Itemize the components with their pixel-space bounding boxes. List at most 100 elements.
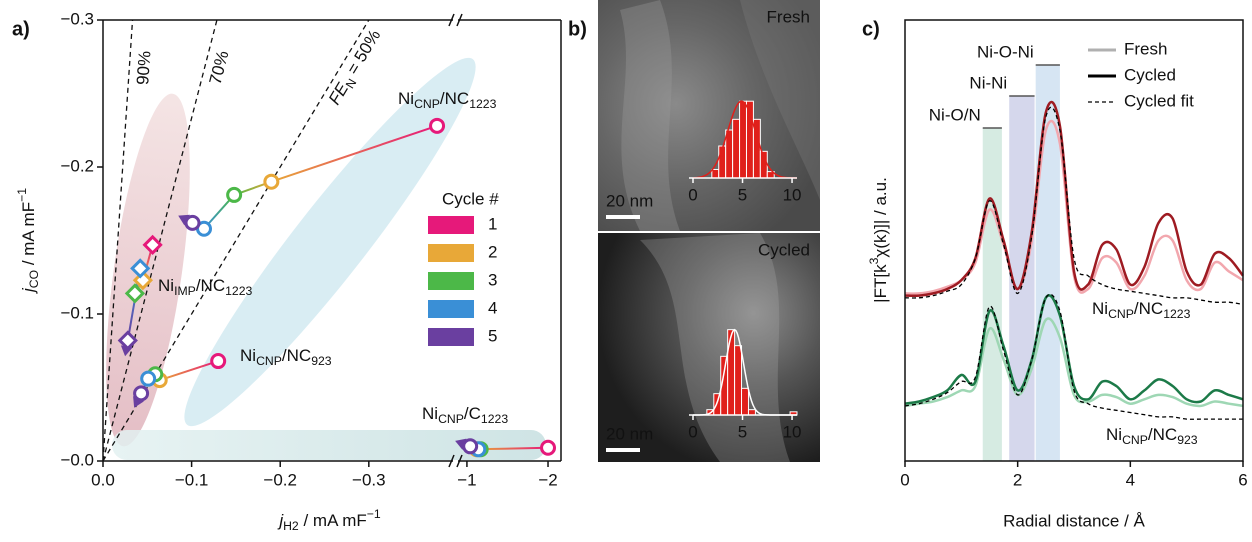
exafs-line — [905, 295, 1243, 403]
label-part: CNP — [1122, 433, 1148, 447]
label-part: |FT[k — [871, 264, 890, 303]
label-part: 70% — [206, 49, 233, 87]
label-part: Ni — [1092, 299, 1108, 318]
y-axis-title: |FT[k3χ(k)]| / a.u. — [867, 177, 890, 303]
x-tick-label: −0.3 — [352, 470, 386, 489]
label-part: CO — [27, 270, 41, 288]
page: {"chart_data": [ {"type": "scatter", "pa… — [0, 0, 1252, 542]
label-part: 923 — [311, 354, 332, 368]
y-tick-label: −0.1 — [60, 303, 94, 322]
sample-label: NiCNP/NC1223 — [1092, 299, 1191, 321]
legend-label: Cycled fit — [1124, 91, 1194, 110]
x-axis-title: jH2 / mA mF−1 — [277, 507, 381, 533]
label-part: 1223 — [225, 284, 252, 298]
hist-tick-label: 5 — [738, 422, 747, 441]
x-tick-label: 6 — [1238, 470, 1247, 489]
marker — [186, 216, 199, 229]
label-part: 1223 — [1163, 307, 1190, 321]
label-part: CNP — [438, 412, 464, 426]
label-part: −1 — [15, 188, 29, 202]
legend-swatch — [428, 300, 474, 318]
x-tick-label: 0.0 — [91, 470, 115, 489]
sample-label: NiCNP/NC1223 — [398, 89, 497, 111]
legend-label: Cycled — [1124, 65, 1176, 84]
label-part: /C — [464, 404, 481, 423]
hist-tick-label: 10 — [783, 422, 802, 441]
label-part: CNP — [1108, 307, 1134, 321]
scale-bar-label: 20 nm — [606, 424, 653, 443]
x-axis-title: Radial distance / Å — [1003, 511, 1145, 530]
hist-bar — [728, 330, 735, 415]
label-part: Ni — [398, 89, 414, 108]
hist-bar — [748, 410, 755, 415]
hist-bar — [712, 169, 719, 178]
x-tick-label: 4 — [1126, 470, 1135, 489]
sample-label: NiCNP/C1223 — [422, 404, 508, 426]
legend-title: Cycle # — [442, 189, 499, 208]
hist-tick-label: 10 — [783, 185, 802, 204]
hist-tick-label: 5 — [738, 185, 747, 204]
fe-label: FEN = 50% — [325, 27, 387, 110]
panel-label: b) — [568, 18, 587, 40]
x-tick-label: 2 — [1013, 470, 1022, 489]
panel-label: c) — [862, 18, 880, 40]
image-label: Cycled — [758, 240, 810, 259]
x-tick-label: −1 — [457, 470, 476, 489]
hist-bar — [735, 346, 742, 415]
sample-label: NiIMP/NC1223 — [158, 276, 253, 298]
label-part: /NC — [1148, 425, 1177, 444]
x-tick-label: 0 — [900, 470, 909, 489]
label-part: IMP — [174, 284, 196, 298]
region-label: Ni-O/N — [929, 105, 981, 124]
y-axis-title: jCO / mA mF−1 — [15, 188, 41, 294]
marker — [212, 355, 225, 368]
label-part: /NC — [196, 276, 225, 295]
label-part: Ni — [1106, 425, 1122, 444]
label-part: /NC — [282, 346, 311, 365]
label-part: 1223 — [469, 97, 496, 111]
marker — [464, 440, 477, 453]
marker — [135, 387, 148, 400]
x-tick-label: −0.2 — [263, 470, 297, 489]
legend-swatch — [428, 328, 474, 346]
marker — [431, 119, 444, 132]
y-tick-label: −0.3 — [60, 9, 94, 28]
figure: a)0.0−0.1−0.2−0.3−1−2−0.0−0.1−0.2−0.390%… — [0, 0, 1252, 542]
hist-tick-label: 0 — [688, 185, 697, 204]
image-label: Fresh — [767, 7, 810, 26]
label-part: −1 — [367, 507, 381, 521]
label-part: Ni — [422, 404, 438, 423]
label-part: Ni — [158, 276, 174, 295]
legend-label: 5 — [488, 326, 497, 345]
hist-tick-label: 0 — [688, 422, 697, 441]
region-label: Ni-Ni — [969, 73, 1007, 92]
panel-label: a) — [12, 18, 30, 40]
label-part: /NC — [1134, 299, 1163, 318]
hist-bar — [733, 119, 740, 178]
legend-label: Fresh — [1124, 39, 1167, 58]
marker — [142, 372, 155, 385]
legend-label: 3 — [488, 270, 497, 289]
legend-label: 1 — [488, 214, 497, 233]
label-part: 923 — [1177, 433, 1198, 447]
hist-bar — [726, 130, 733, 178]
marker — [542, 441, 555, 454]
label-part: /NC — [440, 89, 469, 108]
scale-bar — [606, 215, 640, 219]
legend-label: 2 — [488, 242, 497, 261]
x-tick-label: −0.1 — [175, 470, 209, 489]
label-part: χ(k)]| / a.u. — [871, 177, 890, 257]
label-part: H2 — [283, 519, 299, 533]
fe-label: 70% — [206, 49, 233, 87]
legend-swatch — [428, 244, 474, 262]
label-part: / mA mF — [299, 511, 367, 530]
legend-label: 4 — [488, 298, 497, 317]
label-part: 1223 — [481, 412, 508, 426]
fe-label: 90% — [134, 50, 155, 85]
region-label: Ni-O-Ni — [977, 42, 1034, 61]
y-tick-label: −0.0 — [60, 450, 94, 469]
label-part: = 50% — [341, 27, 385, 83]
legend-swatch — [428, 216, 474, 234]
y-tick-label: −0.2 — [60, 156, 94, 175]
label-part: CNP — [256, 354, 282, 368]
